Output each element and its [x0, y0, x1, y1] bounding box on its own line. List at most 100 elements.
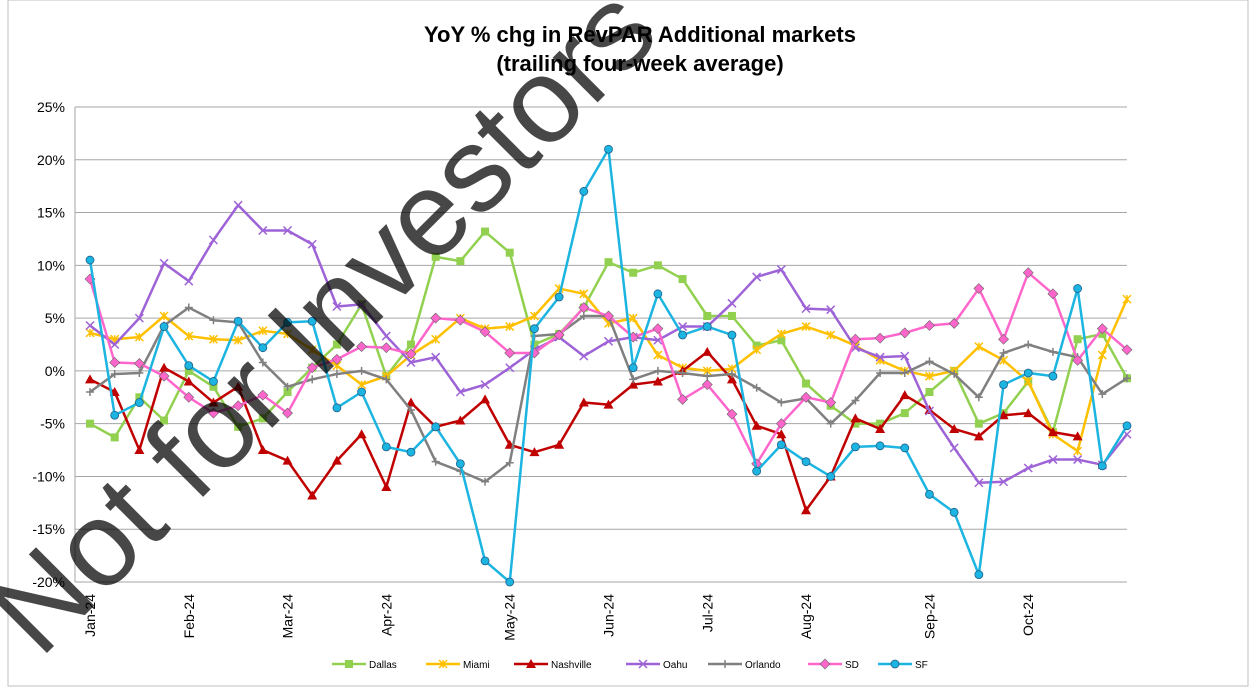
marker [875, 423, 886, 433]
marker [110, 370, 119, 379]
marker [530, 324, 539, 334]
marker [949, 443, 959, 453]
marker [1023, 463, 1033, 473]
marker [900, 409, 909, 418]
x-tick-label: Jul-24 [699, 594, 715, 632]
marker [604, 258, 613, 267]
legend-label: SF [915, 660, 928, 671]
marker [900, 443, 910, 453]
marker [726, 374, 737, 384]
marker [973, 431, 984, 441]
y-tick-label: -5% [40, 416, 65, 432]
marker [134, 398, 144, 407]
marker [702, 322, 712, 331]
marker [1122, 294, 1132, 304]
marker [184, 366, 193, 375]
marker [183, 391, 195, 403]
marker [282, 455, 293, 465]
x-tick-label: Jun-24 [601, 594, 617, 637]
marker [751, 420, 762, 430]
marker [382, 375, 391, 384]
marker [1097, 350, 1107, 360]
legend-marker [526, 659, 536, 668]
marker [752, 272, 762, 282]
marker [480, 380, 490, 390]
marker [727, 298, 737, 308]
marker [1072, 431, 1083, 441]
marker [1073, 284, 1083, 293]
marker [702, 346, 713, 356]
legend-item: Nashville [514, 659, 592, 671]
marker [258, 225, 268, 236]
marker [924, 406, 935, 416]
marker [1073, 335, 1082, 344]
marker [332, 370, 341, 379]
marker [134, 313, 144, 323]
marker [159, 322, 169, 331]
marker [481, 477, 490, 486]
marker [109, 357, 121, 368]
marker [899, 327, 911, 339]
legend-item: Orlando [708, 660, 781, 671]
x-tick-label: Apr-24 [378, 594, 394, 636]
marker [727, 330, 737, 340]
marker [307, 345, 317, 355]
marker [505, 577, 515, 587]
marker [948, 317, 960, 329]
marker [282, 225, 293, 236]
marker [850, 413, 861, 423]
marker [924, 371, 935, 381]
marker [86, 388, 94, 396]
marker [85, 255, 95, 265]
marker [283, 388, 292, 396]
legend-label: Nashville [551, 660, 592, 671]
marker [826, 330, 836, 340]
marker [554, 439, 565, 449]
marker [999, 348, 1008, 357]
marker [406, 357, 416, 367]
legend-label: Oahu [663, 660, 687, 671]
marker [85, 374, 95, 384]
marker [999, 380, 1008, 390]
marker [456, 257, 465, 266]
marker [603, 399, 614, 409]
marker [752, 466, 762, 476]
marker [603, 336, 614, 346]
marker [159, 362, 170, 372]
marker [480, 394, 491, 404]
y-tick-label: -15% [32, 521, 65, 537]
marker [776, 440, 786, 450]
marker [357, 299, 367, 309]
marker [777, 336, 786, 345]
marker [851, 419, 860, 428]
marker [233, 335, 243, 345]
marker [283, 317, 292, 327]
marker [134, 445, 145, 455]
marker [554, 292, 564, 302]
marker [232, 400, 244, 412]
marker [530, 340, 539, 349]
marker [135, 393, 144, 402]
marker [331, 353, 343, 365]
marker [283, 382, 292, 391]
marker [307, 316, 317, 326]
marker [158, 370, 170, 382]
marker [257, 389, 269, 401]
marker [307, 239, 317, 249]
marker [159, 258, 169, 268]
marker [455, 415, 466, 425]
marker [1097, 461, 1107, 471]
marker [775, 418, 787, 430]
marker [703, 312, 712, 320]
marker [925, 357, 934, 366]
marker [1123, 374, 1131, 383]
marker [430, 312, 442, 324]
marker [752, 345, 762, 355]
x-tick-label: Sep-24 [921, 594, 937, 639]
marker [900, 369, 909, 377]
marker [801, 505, 812, 515]
marker [258, 343, 268, 353]
marker [900, 351, 910, 361]
marker [134, 332, 144, 342]
